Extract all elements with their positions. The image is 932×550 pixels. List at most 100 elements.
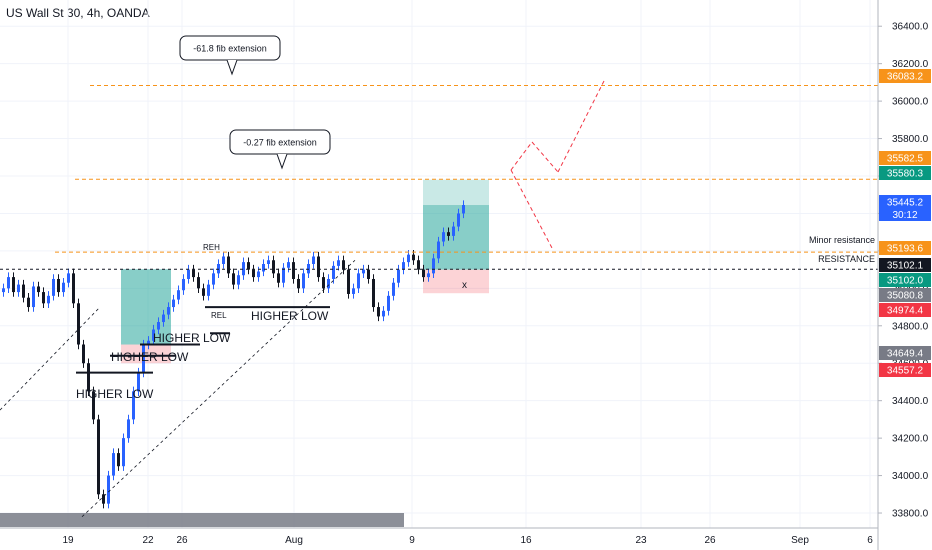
candle-body	[97, 419, 100, 495]
projection-path	[510, 141, 533, 171]
fib-618-callout-text: -61.8 fib extension	[193, 44, 267, 54]
candle-body	[257, 271, 260, 278]
candle-body	[297, 278, 300, 289]
candle-body	[302, 273, 305, 289]
candle-body	[112, 453, 115, 476]
candle-body	[217, 264, 220, 274]
price-badge	[879, 69, 931, 83]
candle-body	[282, 267, 285, 283]
price-badge-label: 35102.1	[887, 261, 924, 272]
candle-body	[2, 288, 5, 293]
candle-body	[247, 262, 250, 270]
projection-path	[531, 141, 559, 173]
candle-body	[362, 269, 365, 274]
candle-body	[227, 256, 230, 274]
candle-body	[332, 265, 335, 279]
price-badge	[879, 273, 931, 287]
candle-body	[357, 273, 360, 289]
candle-body	[202, 288, 205, 296]
price-badge	[879, 346, 931, 360]
price-tick-label: 36400.0	[892, 22, 929, 33]
price-badge-label: 34974.4	[887, 306, 924, 317]
higher-low-label-1: HIGHER LOW	[76, 387, 154, 401]
price-badge	[879, 303, 931, 317]
candle-body	[92, 391, 95, 420]
price-badge-label: 35193.6	[887, 244, 924, 255]
price-badge-label: 35580.3	[887, 169, 924, 180]
higher-low-label-4: HIGHER LOW	[251, 309, 329, 323]
rel-label: REL	[211, 311, 227, 320]
time-tick-label: 16	[520, 535, 532, 546]
candle-body	[322, 277, 325, 289]
candle-body	[237, 275, 240, 285]
time-tick-label: 9	[409, 535, 415, 546]
shade-layer	[0, 179, 489, 527]
target-box	[423, 179, 489, 206]
candle-body	[462, 205, 465, 214]
bottom-volume-band	[0, 513, 404, 527]
candle-body	[152, 329, 155, 341]
candle-body	[37, 286, 40, 293]
candle-body	[377, 307, 380, 317]
projection-path-down	[510, 169, 553, 249]
candle-body	[157, 322, 160, 330]
countdown-text: 30:12	[892, 210, 917, 221]
price-tick-label: 34400.0	[892, 396, 929, 407]
price-badge	[879, 151, 931, 165]
price-tick-label: 36200.0	[892, 59, 929, 70]
candle-body	[7, 277, 10, 289]
price-badge-label: 35445.2	[887, 198, 924, 209]
candle-body	[392, 282, 395, 296]
price-tick-label: 36000.0	[892, 97, 929, 108]
candle-body	[397, 269, 400, 283]
candle-body	[222, 256, 225, 264]
candle-body	[402, 262, 405, 270]
candle-body	[387, 295, 390, 311]
candle-body	[367, 269, 370, 279]
candle-body	[427, 273, 430, 278]
candle-body	[147, 340, 150, 345]
candle-body	[67, 273, 70, 283]
candle-body	[307, 264, 310, 274]
candle-body	[122, 438, 125, 467]
price-badge	[879, 288, 931, 302]
candle-body	[347, 269, 350, 294]
price-badge-label: 35102.0	[887, 276, 924, 287]
price-badge-label: 35080.8	[887, 291, 924, 302]
candle-body	[272, 260, 275, 274]
drawings-layer: -61.8 fib extension -0.27 fib extension Mi…	[0, 35, 878, 518]
candle-body	[412, 254, 415, 261]
candle-body	[232, 273, 235, 285]
candle-body	[177, 290, 180, 300]
price-badge-label: 34557.2	[887, 366, 924, 377]
candle-body	[352, 288, 355, 294]
candle-body	[127, 419, 130, 439]
candle-body	[192, 269, 195, 278]
candle-body	[62, 282, 65, 293]
price-tick-label: 34800.0	[892, 321, 929, 332]
reh-label: REH	[203, 243, 220, 252]
candle-body	[437, 241, 440, 259]
candle-body	[102, 494, 105, 504]
minor-resistance-label: Minor resistance	[809, 235, 875, 245]
fib-618-callout-tail	[226, 59, 238, 76]
price-tick-label: 33800.0	[892, 509, 929, 520]
candle-body	[132, 391, 135, 420]
candle-body	[47, 295, 50, 304]
candle-body	[52, 278, 55, 296]
candle-body	[267, 260, 270, 264]
candle-body	[277, 273, 280, 283]
fib-027-callout-tail	[276, 153, 288, 170]
candles-layer	[2, 200, 465, 509]
time-axis: 19 22 26 Aug 9 16 23 26 Sep 6	[62, 535, 873, 546]
price-badge	[879, 363, 931, 377]
candle-body	[207, 284, 210, 296]
candle-body	[442, 232, 445, 242]
candle-body	[317, 256, 320, 278]
candle-body	[337, 260, 340, 266]
x-mark: x	[462, 280, 467, 291]
time-tick-label: Sep	[791, 535, 809, 546]
higher-low-label-3: HIGHER LOW	[153, 331, 231, 345]
price-tick-label: 35800.0	[892, 134, 929, 145]
